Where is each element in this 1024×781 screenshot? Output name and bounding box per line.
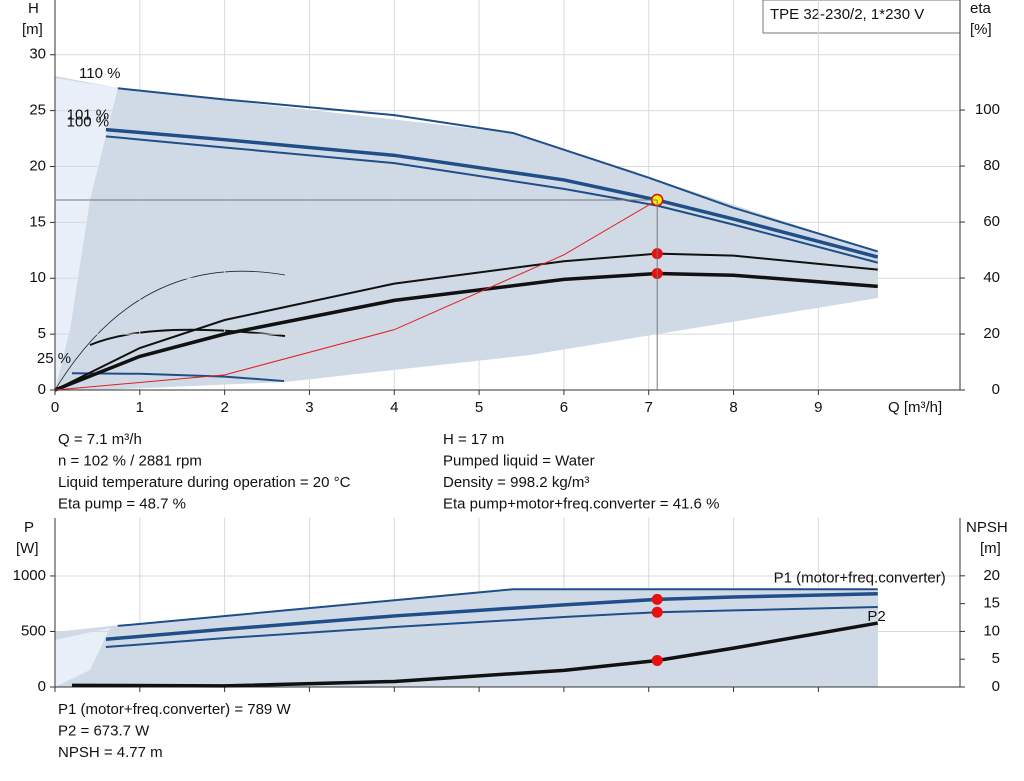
- y-tick-label: 5: [38, 325, 46, 342]
- curve-label: P2: [867, 608, 885, 625]
- info-text: NPSH = 4.77 m: [58, 744, 163, 761]
- x-tick-label: 2: [220, 399, 228, 416]
- x-tick-label: 5: [475, 399, 483, 416]
- curve: [105, 135, 878, 264]
- info-text: Density = 998.2 kg/m³: [443, 474, 589, 491]
- info-text: P1 (motor+freq.converter) = 789 W: [58, 701, 291, 718]
- y2-axis-title: NPSH: [966, 519, 1008, 536]
- y-axis-unit: [W]: [16, 540, 39, 557]
- y-tick-label: 0: [38, 678, 46, 695]
- curve-label: 100 %: [67, 113, 110, 130]
- y2-tick-label: 20: [983, 325, 1000, 342]
- curve: [71, 621, 879, 688]
- y2-tick-label: 15: [983, 595, 1000, 612]
- curve: [54, 199, 658, 391]
- x-tick-label: 9: [814, 399, 822, 416]
- info-text: Eta pump = 48.7 %: [58, 495, 186, 512]
- duty-point: [651, 593, 663, 605]
- y2-axis-title: eta: [970, 0, 992, 17]
- y-tick-label: 10: [29, 269, 46, 286]
- y2-tick-label: 10: [983, 622, 1000, 639]
- curve: [71, 372, 285, 383]
- curve: [105, 127, 879, 259]
- y-tick-label: 500: [21, 622, 46, 639]
- info-text: P2 = 673.7 W: [58, 722, 150, 739]
- curve: [117, 588, 878, 627]
- x-tick-label: 3: [305, 399, 313, 416]
- x-tick-label: 7: [645, 399, 653, 416]
- curve: [117, 87, 879, 253]
- curve-label: 110 %: [79, 65, 120, 82]
- y-axis-unit: [m]: [22, 21, 43, 38]
- curve: [54, 252, 878, 391]
- curve-label: 25 %: [37, 350, 71, 367]
- duty-point: [651, 606, 663, 618]
- duty-point: [651, 654, 663, 666]
- y2-tick-label: 0: [992, 381, 1000, 398]
- info-text: Liquid temperature during operation = 20…: [58, 474, 351, 491]
- y2-axis-unit: [m]: [980, 540, 1001, 557]
- y2-tick-label: 100: [975, 101, 1000, 118]
- info-text: Pumped liquid = Water: [443, 452, 595, 469]
- info-text: H = 17 m: [443, 431, 504, 448]
- x-tick-label: 6: [560, 399, 568, 416]
- y-axis-title: H: [28, 0, 39, 17]
- y-tick-label: 0: [38, 381, 46, 398]
- curve: [105, 606, 878, 649]
- operating-area: [55, 76, 878, 390]
- y-axis-title: P: [24, 519, 34, 536]
- y-tick-label: 1000: [13, 567, 46, 584]
- y-tick-label: 30: [29, 46, 46, 63]
- info-text: Eta pump+motor+freq.converter = 41.6 %: [443, 495, 719, 512]
- y-tick-label: 25: [29, 102, 46, 119]
- x-axis-title: Q [m³/h]: [888, 399, 942, 416]
- curve-outline: [54, 270, 286, 391]
- light-area: [55, 78, 118, 390]
- light-area: [55, 628, 110, 687]
- y2-tick-label: 0: [992, 678, 1000, 695]
- y2-tick-label: 5: [992, 650, 1000, 667]
- y-tick-label: 15: [29, 213, 46, 230]
- curve: [54, 271, 878, 392]
- curve-label: 101 %: [67, 107, 110, 124]
- x-tick-label: 8: [729, 399, 737, 416]
- curve-label: P1 (motor+freq.converter): [774, 570, 946, 587]
- y-tick-label: 20: [29, 157, 46, 174]
- x-tick-label: 4: [390, 399, 398, 416]
- curve-outline: [89, 328, 286, 346]
- info-text: n = 102 % / 2881 rpm: [58, 452, 202, 469]
- x-tick-label: 0: [51, 399, 59, 416]
- y2-tick-label: 60: [983, 213, 1000, 230]
- y2-tick-label: 40: [983, 269, 1000, 286]
- curve: [105, 591, 878, 641]
- y2-tick-label: 80: [983, 157, 1000, 174]
- y2-axis-unit: [%]: [970, 21, 992, 38]
- x-tick-label: 1: [136, 399, 144, 416]
- chart-title: TPE 32-230/2, 1*230 V: [770, 6, 924, 23]
- title-box: [762, 0, 961, 34]
- y2-tick-label: 20: [983, 567, 1000, 584]
- power-area: [55, 589, 878, 687]
- info-text: Q = 7.1 m³/h: [58, 431, 142, 448]
